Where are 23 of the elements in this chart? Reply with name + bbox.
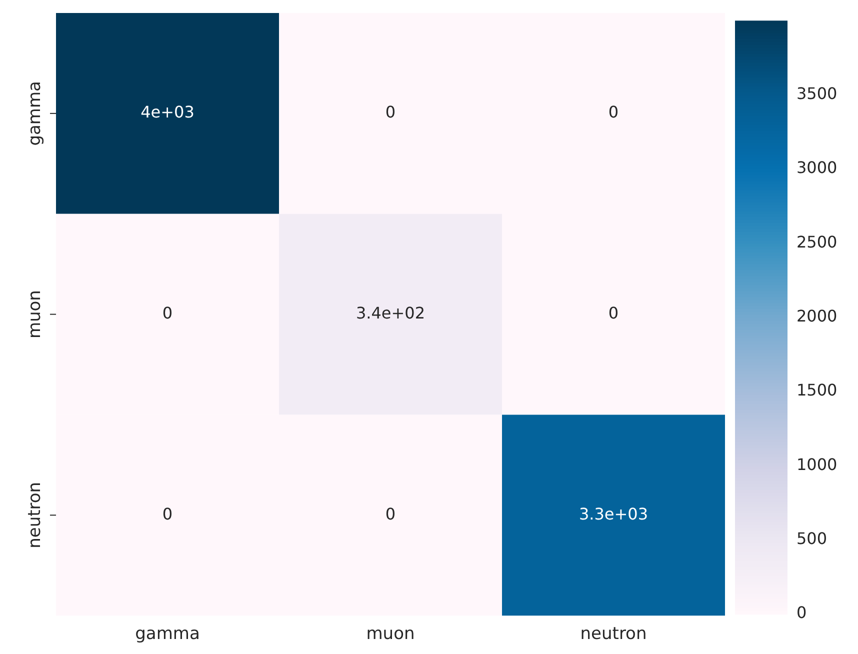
data-label: 0 <box>608 303 619 322</box>
y-tick-label: neutron <box>24 482 45 548</box>
color-bar-label: 0 <box>796 603 807 622</box>
data-label: 0 <box>385 102 396 122</box>
data-label: 3.3e+03 <box>578 504 648 524</box>
data-label: 0 <box>162 504 173 524</box>
x-tick-label: muon <box>366 624 415 644</box>
color-bar-label: 3000 <box>796 158 838 178</box>
color-bar-label: 1500 <box>796 380 838 400</box>
color-bar-label: 2000 <box>796 306 838 326</box>
color-bar-label: 3500 <box>796 84 838 103</box>
data-label: 0 <box>162 303 173 322</box>
data-label: 0 <box>385 504 396 524</box>
data-label: 3.4e+02 <box>356 303 426 322</box>
color-bar-label: 500 <box>796 528 828 548</box>
y-tick-label: muon <box>24 290 45 339</box>
data-label: 4e+03 <box>140 102 194 122</box>
x-tick-label: neutron <box>580 624 647 644</box>
color-bar-label: 2500 <box>796 232 838 252</box>
color-bar-label: 1000 <box>796 454 838 474</box>
y-tick-label: gamma <box>24 81 45 146</box>
data-label: 0 <box>608 102 619 122</box>
x-tick-label: gamma <box>135 624 200 644</box>
